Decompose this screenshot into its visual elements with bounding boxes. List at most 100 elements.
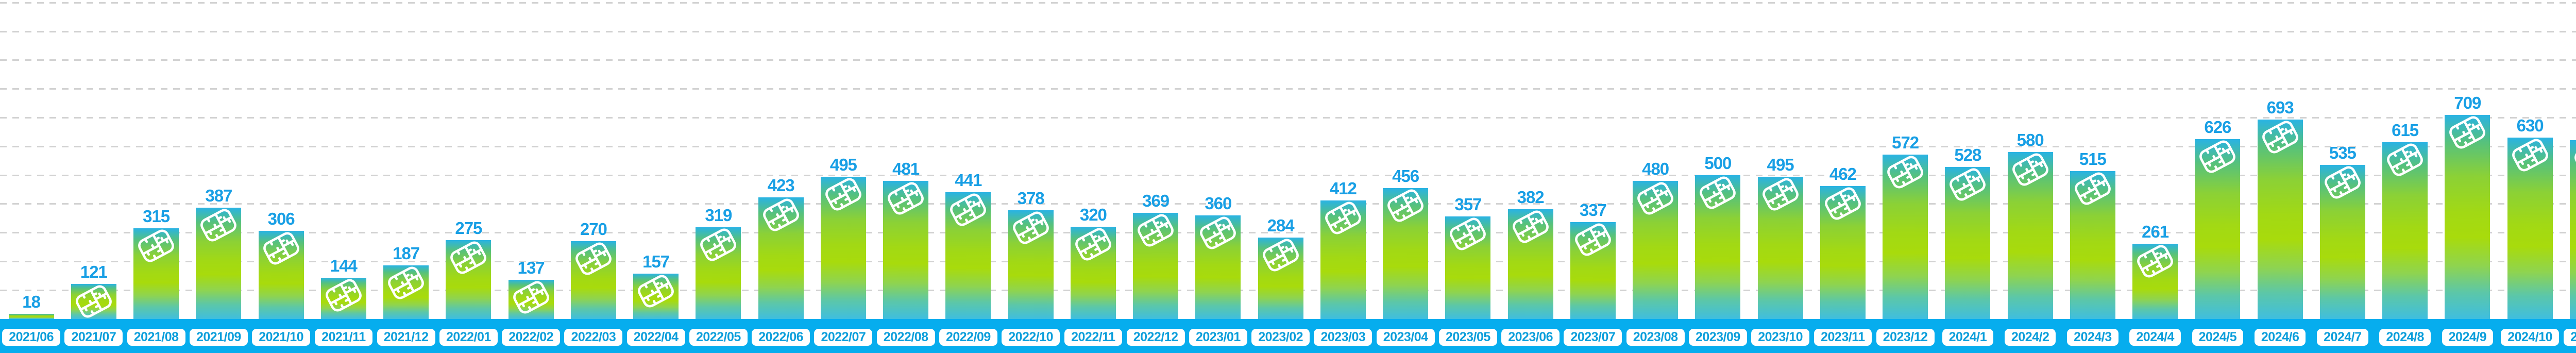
x-axis-slot: 2022/07 bbox=[812, 327, 874, 346]
bar-value-label: 18 bbox=[22, 292, 41, 311]
bar-group: 480 bbox=[1624, 160, 1687, 319]
x-axis-slot: 2022/12 bbox=[1125, 327, 1187, 346]
bar-value-label: 481 bbox=[892, 159, 920, 178]
x-axis-slot: 2024/3 bbox=[2061, 327, 2124, 346]
bar-group: 337 bbox=[1562, 201, 1624, 319]
x-axis-slot: 2022/02 bbox=[500, 327, 562, 346]
x-axis-slot: 2023/06 bbox=[1499, 327, 1562, 346]
bar-value-label: 382 bbox=[1517, 188, 1545, 207]
x-axis-label: 2023/11 bbox=[1814, 328, 1872, 346]
sim-chip-icon bbox=[1197, 213, 1240, 252]
x-axis-label: 2024/1 bbox=[1942, 328, 1994, 346]
x-axis-slot: 2024/4 bbox=[2124, 327, 2187, 346]
bar-group: 528 bbox=[1937, 146, 1999, 319]
x-axis-label: 2024/2 bbox=[2004, 328, 2056, 346]
sim-chip-icon bbox=[448, 238, 490, 277]
bar-value-label: 121 bbox=[80, 262, 108, 281]
bar-value-label: 261 bbox=[2142, 222, 2169, 241]
sim-chip-icon bbox=[135, 226, 177, 265]
x-axis-slot: 2023/01 bbox=[1187, 327, 1249, 346]
sim-chip-icon bbox=[198, 206, 240, 244]
bar bbox=[71, 284, 116, 319]
bar-value-label: 441 bbox=[955, 171, 982, 190]
sim-chip-icon bbox=[260, 229, 302, 267]
bar-value-label: 412 bbox=[1329, 179, 1357, 198]
bar bbox=[2195, 137, 2241, 319]
x-axis-label: 2023/02 bbox=[1251, 328, 1310, 346]
bar-group: 626 bbox=[2187, 119, 2249, 319]
bar bbox=[2507, 138, 2553, 319]
bar-value-label: 270 bbox=[580, 220, 607, 239]
sim-chip-icon bbox=[1947, 165, 1989, 204]
x-axis-label: 2023/04 bbox=[1376, 328, 1435, 346]
bar-group: 137 bbox=[500, 259, 562, 319]
bar-value-label: 306 bbox=[267, 209, 295, 228]
sim-chip-icon bbox=[1572, 220, 1614, 259]
sim-chip-icon bbox=[1322, 198, 1364, 237]
bar-value-label: 360 bbox=[1205, 194, 1232, 213]
bar bbox=[1633, 181, 1679, 319]
gridline bbox=[0, 88, 2576, 90]
sim-chip-icon bbox=[323, 276, 365, 314]
bar-group: 270 bbox=[562, 221, 624, 319]
bar-group: 615 bbox=[2374, 122, 2436, 319]
sim-chip-icon bbox=[510, 278, 552, 316]
bar bbox=[570, 239, 616, 319]
x-axis-slot: 2023/09 bbox=[1687, 327, 1749, 346]
x-axis-slot: 2022/09 bbox=[937, 327, 999, 346]
bar-group: 622 bbox=[2561, 120, 2576, 319]
bar-group: 378 bbox=[999, 190, 1062, 319]
sim-chip-icon bbox=[2197, 137, 2239, 176]
x-axis-label: 2022/11 bbox=[1064, 328, 1122, 346]
bar-group: 315 bbox=[125, 208, 188, 319]
bar bbox=[758, 197, 804, 319]
x-axis-slot: 2023/02 bbox=[1249, 327, 1312, 346]
x-axis-slot: 2021/06 bbox=[0, 327, 62, 346]
sim-chip-icon bbox=[2384, 140, 2426, 179]
bar bbox=[2132, 244, 2178, 319]
bar bbox=[1133, 213, 1179, 319]
sim-chip-icon bbox=[572, 239, 615, 278]
sim-chip-icon bbox=[1697, 173, 1739, 212]
bar bbox=[383, 265, 429, 319]
bar bbox=[508, 278, 554, 319]
sim-chip-icon bbox=[2571, 138, 2576, 177]
bar bbox=[446, 238, 492, 319]
bar-group: 709 bbox=[2436, 94, 2499, 319]
bar-value-label: 515 bbox=[2079, 149, 2107, 169]
bar bbox=[1820, 186, 1866, 319]
bar-value-label: 480 bbox=[1642, 159, 1669, 178]
bar bbox=[258, 229, 304, 319]
x-axis-label: 2023/03 bbox=[1314, 328, 1372, 346]
bar-value-label: 528 bbox=[1954, 145, 1981, 164]
gridline bbox=[0, 232, 2576, 234]
gridline bbox=[0, 203, 2576, 205]
sim-chip-icon bbox=[1260, 236, 1302, 274]
bar-value-label: 626 bbox=[2204, 117, 2231, 137]
x-axis-slot: 2021/09 bbox=[188, 327, 250, 346]
bar-value-label: 423 bbox=[767, 176, 795, 195]
sim-chip-icon bbox=[2447, 113, 2489, 152]
bar-group: 360 bbox=[1187, 195, 1249, 319]
x-axis-label: 2024/4 bbox=[2129, 328, 2181, 346]
bar-value-label: 315 bbox=[143, 207, 170, 226]
x-axis-label: 2021/09 bbox=[189, 328, 248, 346]
bar-group: 369 bbox=[1125, 192, 1187, 319]
x-axis-band: 2021/06 2021/07 2021/08 2021/09 2021/10 2021/… bbox=[0, 319, 2576, 353]
x-axis-slot: 2023/11 bbox=[1811, 327, 1874, 346]
bar bbox=[2070, 171, 2115, 319]
bar bbox=[1008, 210, 1054, 319]
bar-group: 121 bbox=[62, 263, 125, 319]
x-axis-label: 2021/07 bbox=[64, 328, 123, 346]
bar bbox=[1445, 216, 1491, 319]
x-axis-label: 2022/12 bbox=[1126, 328, 1185, 346]
gridline bbox=[0, 59, 2576, 61]
x-axis-slot: 2022/03 bbox=[562, 327, 624, 346]
bar-group: 144 bbox=[312, 257, 375, 319]
bar-value-label: 462 bbox=[1829, 164, 1857, 183]
bar-group: 412 bbox=[1312, 180, 1374, 319]
bar-group: 500 bbox=[1687, 155, 1749, 319]
x-axis-slot: 2024/7 bbox=[2311, 327, 2374, 346]
sim-chip-icon bbox=[1384, 186, 1427, 225]
